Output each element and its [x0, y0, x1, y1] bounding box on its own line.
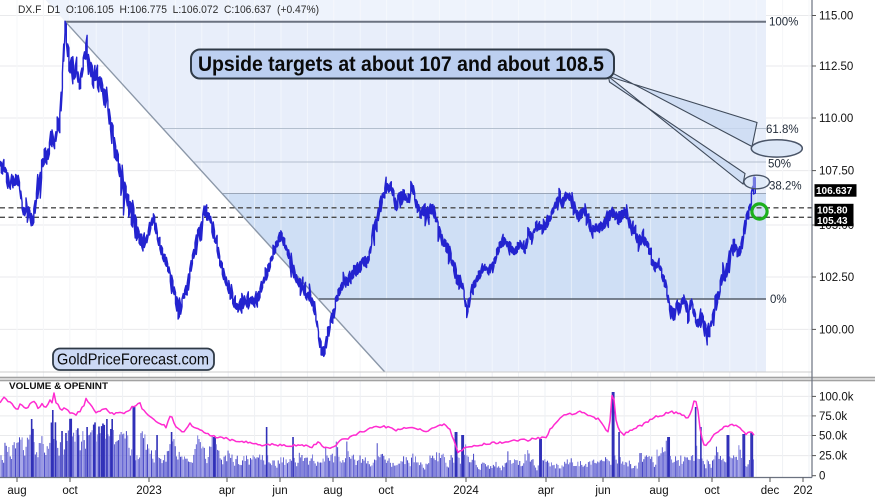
svg-text:apr: apr [219, 485, 236, 497]
svg-text:VOLUME & OPENINT: VOLUME & OPENINT [9, 381, 108, 391]
svg-text:Upside targets at about 107 an: Upside targets at about 107 and about 10… [198, 53, 604, 76]
svg-text:75.0k: 75.0k [819, 411, 847, 423]
svg-text:oct: oct [704, 485, 720, 497]
svg-text:100.0k: 100.0k [819, 391, 854, 403]
svg-text:100.00: 100.00 [819, 324, 854, 336]
svg-text:50.0k: 50.0k [819, 431, 847, 443]
svg-text:aug: aug [7, 485, 26, 497]
svg-text:112.50: 112.50 [819, 61, 853, 73]
svg-text:0: 0 [819, 471, 825, 483]
svg-text:oct: oct [62, 485, 78, 497]
svg-text:jun: jun [271, 485, 287, 497]
svg-text:jun: jun [594, 485, 610, 497]
svg-text:100%: 100% [769, 17, 798, 29]
svg-text:oct: oct [378, 485, 394, 497]
svg-text:202: 202 [793, 485, 812, 497]
svg-text:61.8%: 61.8% [766, 124, 799, 136]
svg-text:102.50: 102.50 [819, 272, 854, 284]
svg-text:dec: dec [761, 485, 780, 497]
svg-text:115.00: 115.00 [819, 11, 853, 23]
svg-text:GoldPriceForecast.com: GoldPriceForecast.com [57, 352, 209, 369]
svg-text:0%: 0% [770, 294, 787, 306]
svg-text:2023: 2023 [136, 485, 162, 497]
svg-text:25.0k: 25.0k [819, 451, 847, 463]
svg-text:105.80: 105.80 [817, 206, 848, 217]
svg-text:50%: 50% [768, 159, 791, 171]
svg-text:aug: aug [649, 485, 668, 497]
svg-text:38.2%: 38.2% [769, 181, 802, 193]
svg-text:110.00: 110.00 [819, 113, 853, 125]
svg-text:105.43: 105.43 [817, 216, 848, 227]
svg-text:apr: apr [538, 485, 555, 497]
svg-text:107.50: 107.50 [819, 166, 854, 178]
svg-text:DX.F D1 O:106.105 H:106.775: DX.F D1 O:106.105 H:106.775 L:106.072 C:… [18, 4, 319, 16]
svg-text:2024: 2024 [453, 485, 479, 497]
svg-text:aug: aug [323, 485, 342, 497]
svg-text:106.637: 106.637 [816, 186, 853, 197]
